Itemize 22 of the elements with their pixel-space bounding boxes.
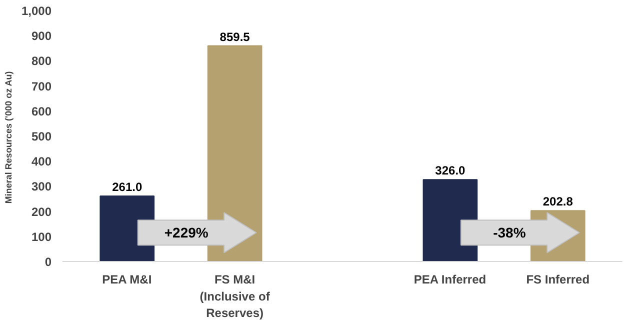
y-tick-label: 800 <box>31 54 52 68</box>
y-tick-label: 700 <box>31 79 52 94</box>
y-tick-label: 100 <box>31 230 52 244</box>
data-label: 326.0 <box>435 164 466 178</box>
y-tick-label: 400 <box>31 154 52 169</box>
y-axis-title: Mineral Resources ('000 oz Au) <box>3 71 14 204</box>
data-label: 261.0 <box>112 180 142 194</box>
x-tick-label: PEA M&I <box>102 272 152 286</box>
y-tick-label: 600 <box>31 104 52 118</box>
annotation: +229% <box>164 224 209 241</box>
data-label: 202.8 <box>542 194 574 209</box>
annotation: -38% <box>493 224 526 241</box>
x-tick-label: FS M&I (Inclusive of Reserves) <box>200 272 271 320</box>
y-tick-label: 0 <box>44 255 52 269</box>
y-tick-label: 900 <box>31 29 52 44</box>
y-tick-label: 300 <box>31 180 52 194</box>
y-tick-label: 200 <box>31 204 52 219</box>
y-tick-label: 500 <box>31 130 52 144</box>
data-label: 859.5 <box>220 30 250 44</box>
x-tick-label: PEA Inferred <box>414 272 486 286</box>
y-tick-label: 1,000 <box>21 4 52 18</box>
x-tick-label: FS Inferred <box>526 272 590 286</box>
